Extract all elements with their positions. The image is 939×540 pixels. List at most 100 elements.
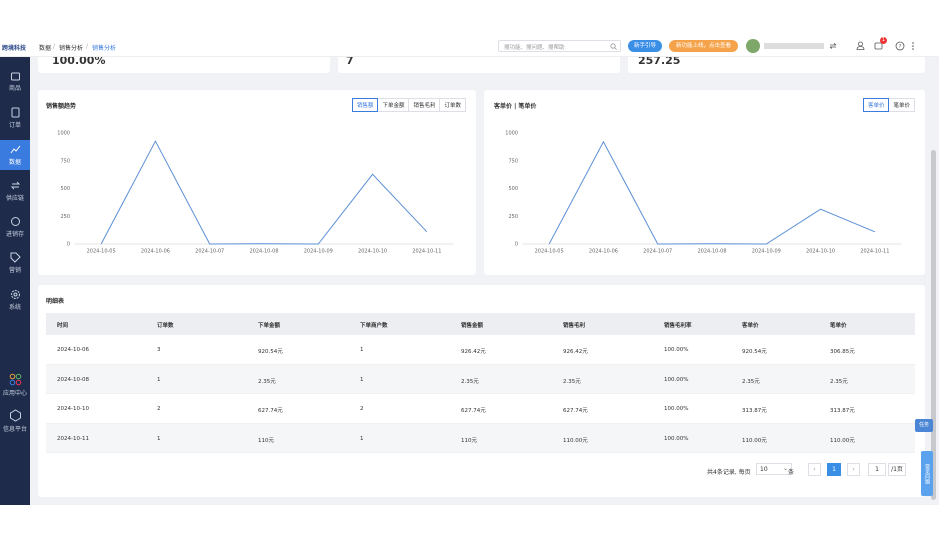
menu-item[interactable]: 供应链 [0,180,30,202]
switch-icon[interactable] [829,43,837,49]
table-row [46,335,915,365]
search-icon [610,43,617,50]
scrollbar[interactable] [931,150,936,500]
x-tick-label: 2024-10-07 [643,249,672,255]
chart-tab[interactable]: 销售毛利 [408,98,441,112]
badge: 1 [880,37,887,44]
page-button[interactable]: 1 [827,463,841,476]
tab-group: 客单价 笔单价 [862,98,915,112]
table-cell: 313.87元 [830,408,855,414]
x-tick-label: 2024-10-06 [589,249,618,255]
guide-button[interactable]: 新手引导 [628,40,662,52]
user-icon[interactable] [856,41,865,50]
table-cell: 1 [360,347,364,353]
column-header: 下单金额 [258,323,281,329]
table-cell: 110.00元 [563,437,588,444]
table-card: 明细表 共4条记录, 每页 10 ⌄ 条 ‹ 1 › 1 /1页 时间 订单数 下单金… [38,285,925,497]
x-tick-label: 2024-10-07 [195,249,224,255]
table-cell: 3 [157,347,161,353]
chart-tab[interactable]: 销售额 [351,98,379,112]
chart-tab[interactable]: 订单数 [439,98,466,112]
table-cell: 627.74元 [563,408,588,414]
column-header: 销售毛利率 [664,323,692,329]
menu-item-active[interactable]: 数据 [0,140,30,170]
x-tick-label: 2024-10-10 [806,249,835,255]
menu-label: 订单 [8,122,21,129]
pagination-summary: 共4条记录, 每页 [707,469,751,476]
x-tick-label: 2024-10-09 [304,249,333,255]
y-tick-label: 1000 [505,131,518,137]
logo: 跨境科技 [2,45,27,52]
column-header: 订单数 [157,323,174,329]
task-button[interactable]: 任务 [915,419,933,432]
menu-item[interactable]: 系统 [0,289,30,311]
y-tick-label: 250 [508,214,518,220]
menu-item[interactable]: 应用中心 [0,373,30,397]
select-arrow: ⌄ [782,465,788,472]
menu-item[interactable]: 进销存 [0,216,30,238]
chart-tab[interactable]: 客单价 [862,98,890,112]
table-cell: 920.54元 [258,349,283,355]
table-cell: 110.00元 [742,437,767,444]
menu-label: 供应链 [5,195,24,202]
page-unit: 条 [788,469,795,476]
table-cell: 2.35元 [742,378,760,385]
menu-icon [10,252,21,263]
avatar[interactable] [746,39,760,53]
search-box[interactable]: 搜功能、搜问题、搜帮助 [498,40,621,52]
menu-item[interactable]: 订单 [0,107,30,129]
page-size-select[interactable]: 10 ⌄ [756,463,792,475]
table-cell: 2.35元 [461,378,479,385]
breadcrumb-item: 销售分析 [92,45,117,52]
menu-item[interactable]: 营销 [0,252,30,274]
menu-item[interactable]: 商品 [0,70,30,92]
chart-title: 销售额趋势 [46,103,77,110]
menu-icon [9,373,21,386]
table-cell: 110.00元 [830,437,855,444]
table-cell: 2.35元 [258,378,276,385]
help-icon[interactable]: ? [895,41,905,51]
chart-tab[interactable]: 笔单价 [888,98,915,112]
table-header [46,313,915,335]
separator: / [86,43,89,50]
table-row [46,394,915,424]
sidebar [0,57,30,505]
x-tick-label: 2024-10-08 [249,249,278,255]
table-title: 明细表 [46,298,65,305]
menu-item[interactable]: 信息平台 [0,409,30,433]
prev-page[interactable]: ‹ [808,463,821,476]
table-cell: 1 [360,376,364,383]
table-cell: 110元 [461,437,477,444]
column-header: 下单商户数 [360,323,388,329]
table-cell: 926.42元 [563,349,588,355]
y-tick-label: 750 [60,158,70,164]
menu-label: 商品 [8,85,21,92]
next-page[interactable]: › [847,463,860,476]
jump-input[interactable]: 1 [868,463,886,476]
separator: / [53,43,56,50]
menu-label: 应用中心 [2,390,27,397]
menu-label: 进销存 [5,231,24,238]
table-cell: 627.74元 [461,408,486,414]
search-placeholder: 搜功能、搜问题、搜帮助 [504,45,565,51]
table-cell: 2.35元 [830,378,848,385]
news-button[interactable]: 新功能上线，点击查看 [669,40,738,52]
table-cell: 1 [157,435,161,442]
page-total: /1页 [888,463,906,476]
x-tick-label: 2024-10-11 [860,249,889,255]
message-icon[interactable] [874,41,883,50]
breadcrumb-item[interactable]: 数据 [39,45,52,52]
table-cell: 110元 [258,437,274,444]
breadcrumb-item[interactable]: 销售分析 [59,45,84,52]
user-name-blurred[interactable] [764,43,824,49]
y-tick-label: 0 [67,242,70,248]
help-tab[interactable]: 常见问题 [921,451,933,496]
table-cell: 100.00% [664,435,689,442]
y-tick-label: 500 [60,186,70,192]
chart-title: 客单价 | 笔单价 [494,103,537,110]
more-icon[interactable] [911,41,915,51]
tab-group: 销售额 下单金额 销售毛利 订单数 [351,98,466,112]
table-cell: 100.00% [664,347,689,353]
table-cell: 2 [360,406,364,412]
